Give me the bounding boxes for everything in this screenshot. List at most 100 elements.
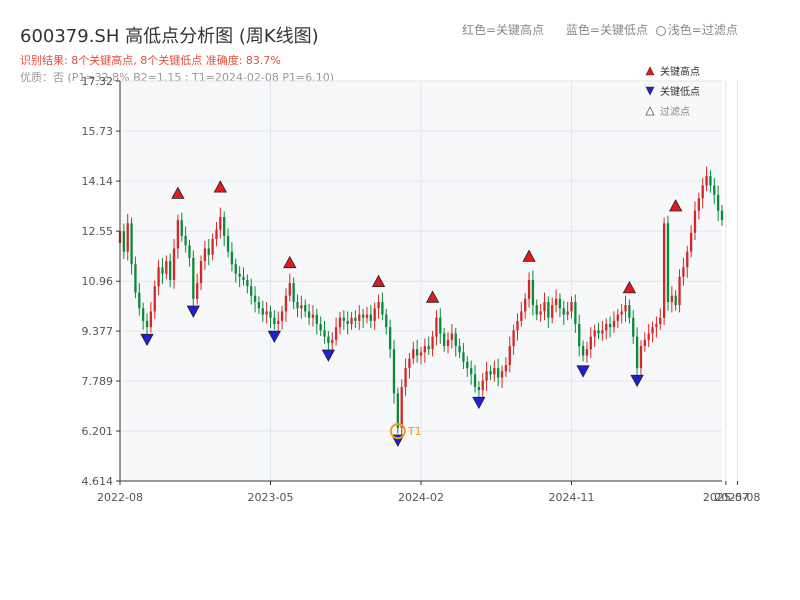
x-tick-label: 2024-11 bbox=[549, 491, 595, 504]
candle-body bbox=[234, 264, 237, 274]
candle-body bbox=[682, 267, 685, 277]
candle-body bbox=[404, 368, 407, 387]
candle-body bbox=[203, 248, 207, 262]
candle-body bbox=[616, 314, 619, 321]
key-high-marker bbox=[283, 255, 297, 269]
candle-body bbox=[377, 301, 380, 309]
candle-body bbox=[284, 295, 288, 312]
candle-body bbox=[597, 330, 600, 334]
y-tick-label: 9.377 bbox=[82, 325, 114, 338]
candle-body bbox=[415, 349, 419, 356]
candle-body bbox=[678, 276, 681, 306]
chart-title: 600379.SH 高低点分析图 (周K线图) bbox=[20, 26, 319, 47]
legend-light-text: 浅色=过滤点 bbox=[667, 23, 738, 37]
candle-body bbox=[184, 235, 187, 246]
candle-body bbox=[666, 223, 670, 302]
candle-body bbox=[585, 349, 589, 356]
candle-body bbox=[431, 336, 434, 350]
candle-body bbox=[504, 364, 508, 372]
candle-body bbox=[562, 308, 565, 315]
candle-body bbox=[188, 245, 191, 258]
candle-body bbox=[350, 317, 353, 325]
candle-body bbox=[524, 298, 527, 312]
candle-body bbox=[280, 311, 284, 321]
key-low-marker bbox=[140, 333, 154, 347]
candle-body bbox=[134, 264, 137, 293]
marker-legend: 关键高点 关键低点 过滤点 bbox=[645, 65, 700, 118]
candle-body bbox=[246, 279, 249, 287]
legend-blue-text: 蓝色=关键低点 bbox=[565, 23, 648, 37]
candle-body bbox=[172, 248, 176, 280]
candle-body bbox=[161, 267, 164, 274]
candle-body bbox=[323, 330, 326, 337]
candle-body bbox=[319, 324, 322, 331]
candle-body bbox=[307, 311, 311, 318]
candle-body bbox=[566, 311, 569, 315]
candle-body bbox=[628, 305, 631, 318]
candle-body bbox=[481, 380, 484, 391]
candle-body bbox=[651, 327, 654, 334]
candle-body bbox=[342, 317, 345, 321]
candle-body bbox=[446, 339, 450, 347]
candle-body bbox=[169, 261, 172, 280]
x-tick-label: 2024-02 bbox=[398, 491, 444, 504]
candle-body bbox=[589, 336, 592, 350]
y-tick-label: 4.614 bbox=[82, 475, 114, 488]
legend-low-label: 关键低点 bbox=[660, 85, 700, 98]
candle-body bbox=[601, 330, 604, 334]
candle-body bbox=[277, 320, 280, 325]
candle-body bbox=[655, 324, 658, 328]
y-tick-label: 12.55 bbox=[82, 225, 114, 238]
candle-body bbox=[709, 176, 712, 186]
y-tick-label: 10.96 bbox=[82, 275, 114, 288]
candle-body bbox=[381, 301, 384, 315]
candle-body bbox=[500, 371, 504, 378]
candle-body bbox=[493, 368, 496, 375]
candle-body bbox=[686, 251, 689, 268]
candle-body bbox=[408, 358, 411, 369]
x-tick-label: 2025-08 bbox=[714, 491, 760, 504]
candle-body bbox=[581, 346, 585, 356]
key-high-marker bbox=[622, 281, 637, 294]
candle-body bbox=[570, 301, 573, 312]
candle-body bbox=[296, 301, 299, 309]
markers-layer: T1 bbox=[140, 180, 683, 447]
candle-body bbox=[450, 333, 454, 340]
candle-body bbox=[527, 279, 531, 299]
candle-body bbox=[412, 349, 415, 359]
candle-body bbox=[554, 298, 558, 306]
axes-layer: 4.614 6.201 7.789 9.377 10.96 12.55 14.14 15.73… bbox=[82, 75, 761, 504]
key-low-marker bbox=[472, 396, 486, 410]
candles-layer bbox=[118, 166, 724, 436]
candle-body bbox=[620, 311, 623, 315]
candle-body bbox=[701, 185, 704, 199]
candle-body bbox=[354, 317, 357, 321]
candle-body bbox=[593, 330, 596, 337]
key-low-marker bbox=[321, 349, 336, 362]
candle-body bbox=[547, 301, 550, 318]
key-high-marker bbox=[371, 274, 386, 287]
candle-body bbox=[176, 220, 180, 249]
key-high-marker bbox=[522, 249, 536, 262]
candle-body bbox=[520, 311, 523, 321]
candle-body bbox=[122, 231, 126, 252]
candle-body bbox=[358, 314, 361, 321]
candle-body bbox=[454, 333, 457, 347]
candle-body bbox=[157, 267, 160, 287]
candle-body bbox=[396, 393, 400, 428]
candle-body bbox=[659, 317, 662, 325]
y-tick-label: 14.14 bbox=[82, 175, 114, 188]
candle-body bbox=[346, 320, 349, 325]
candle-body bbox=[632, 317, 635, 337]
candle-body bbox=[497, 368, 500, 378]
key-low-marker bbox=[630, 374, 644, 388]
y-tick-label: 17.32 bbox=[82, 75, 114, 88]
candle-body bbox=[315, 314, 318, 325]
candle-body bbox=[226, 235, 230, 252]
candle-body bbox=[578, 324, 581, 347]
candle-body bbox=[713, 185, 716, 195]
candle-body bbox=[304, 305, 307, 312]
circle-icon bbox=[655, 25, 666, 36]
candle-body bbox=[369, 314, 372, 321]
candle-body bbox=[265, 311, 268, 315]
